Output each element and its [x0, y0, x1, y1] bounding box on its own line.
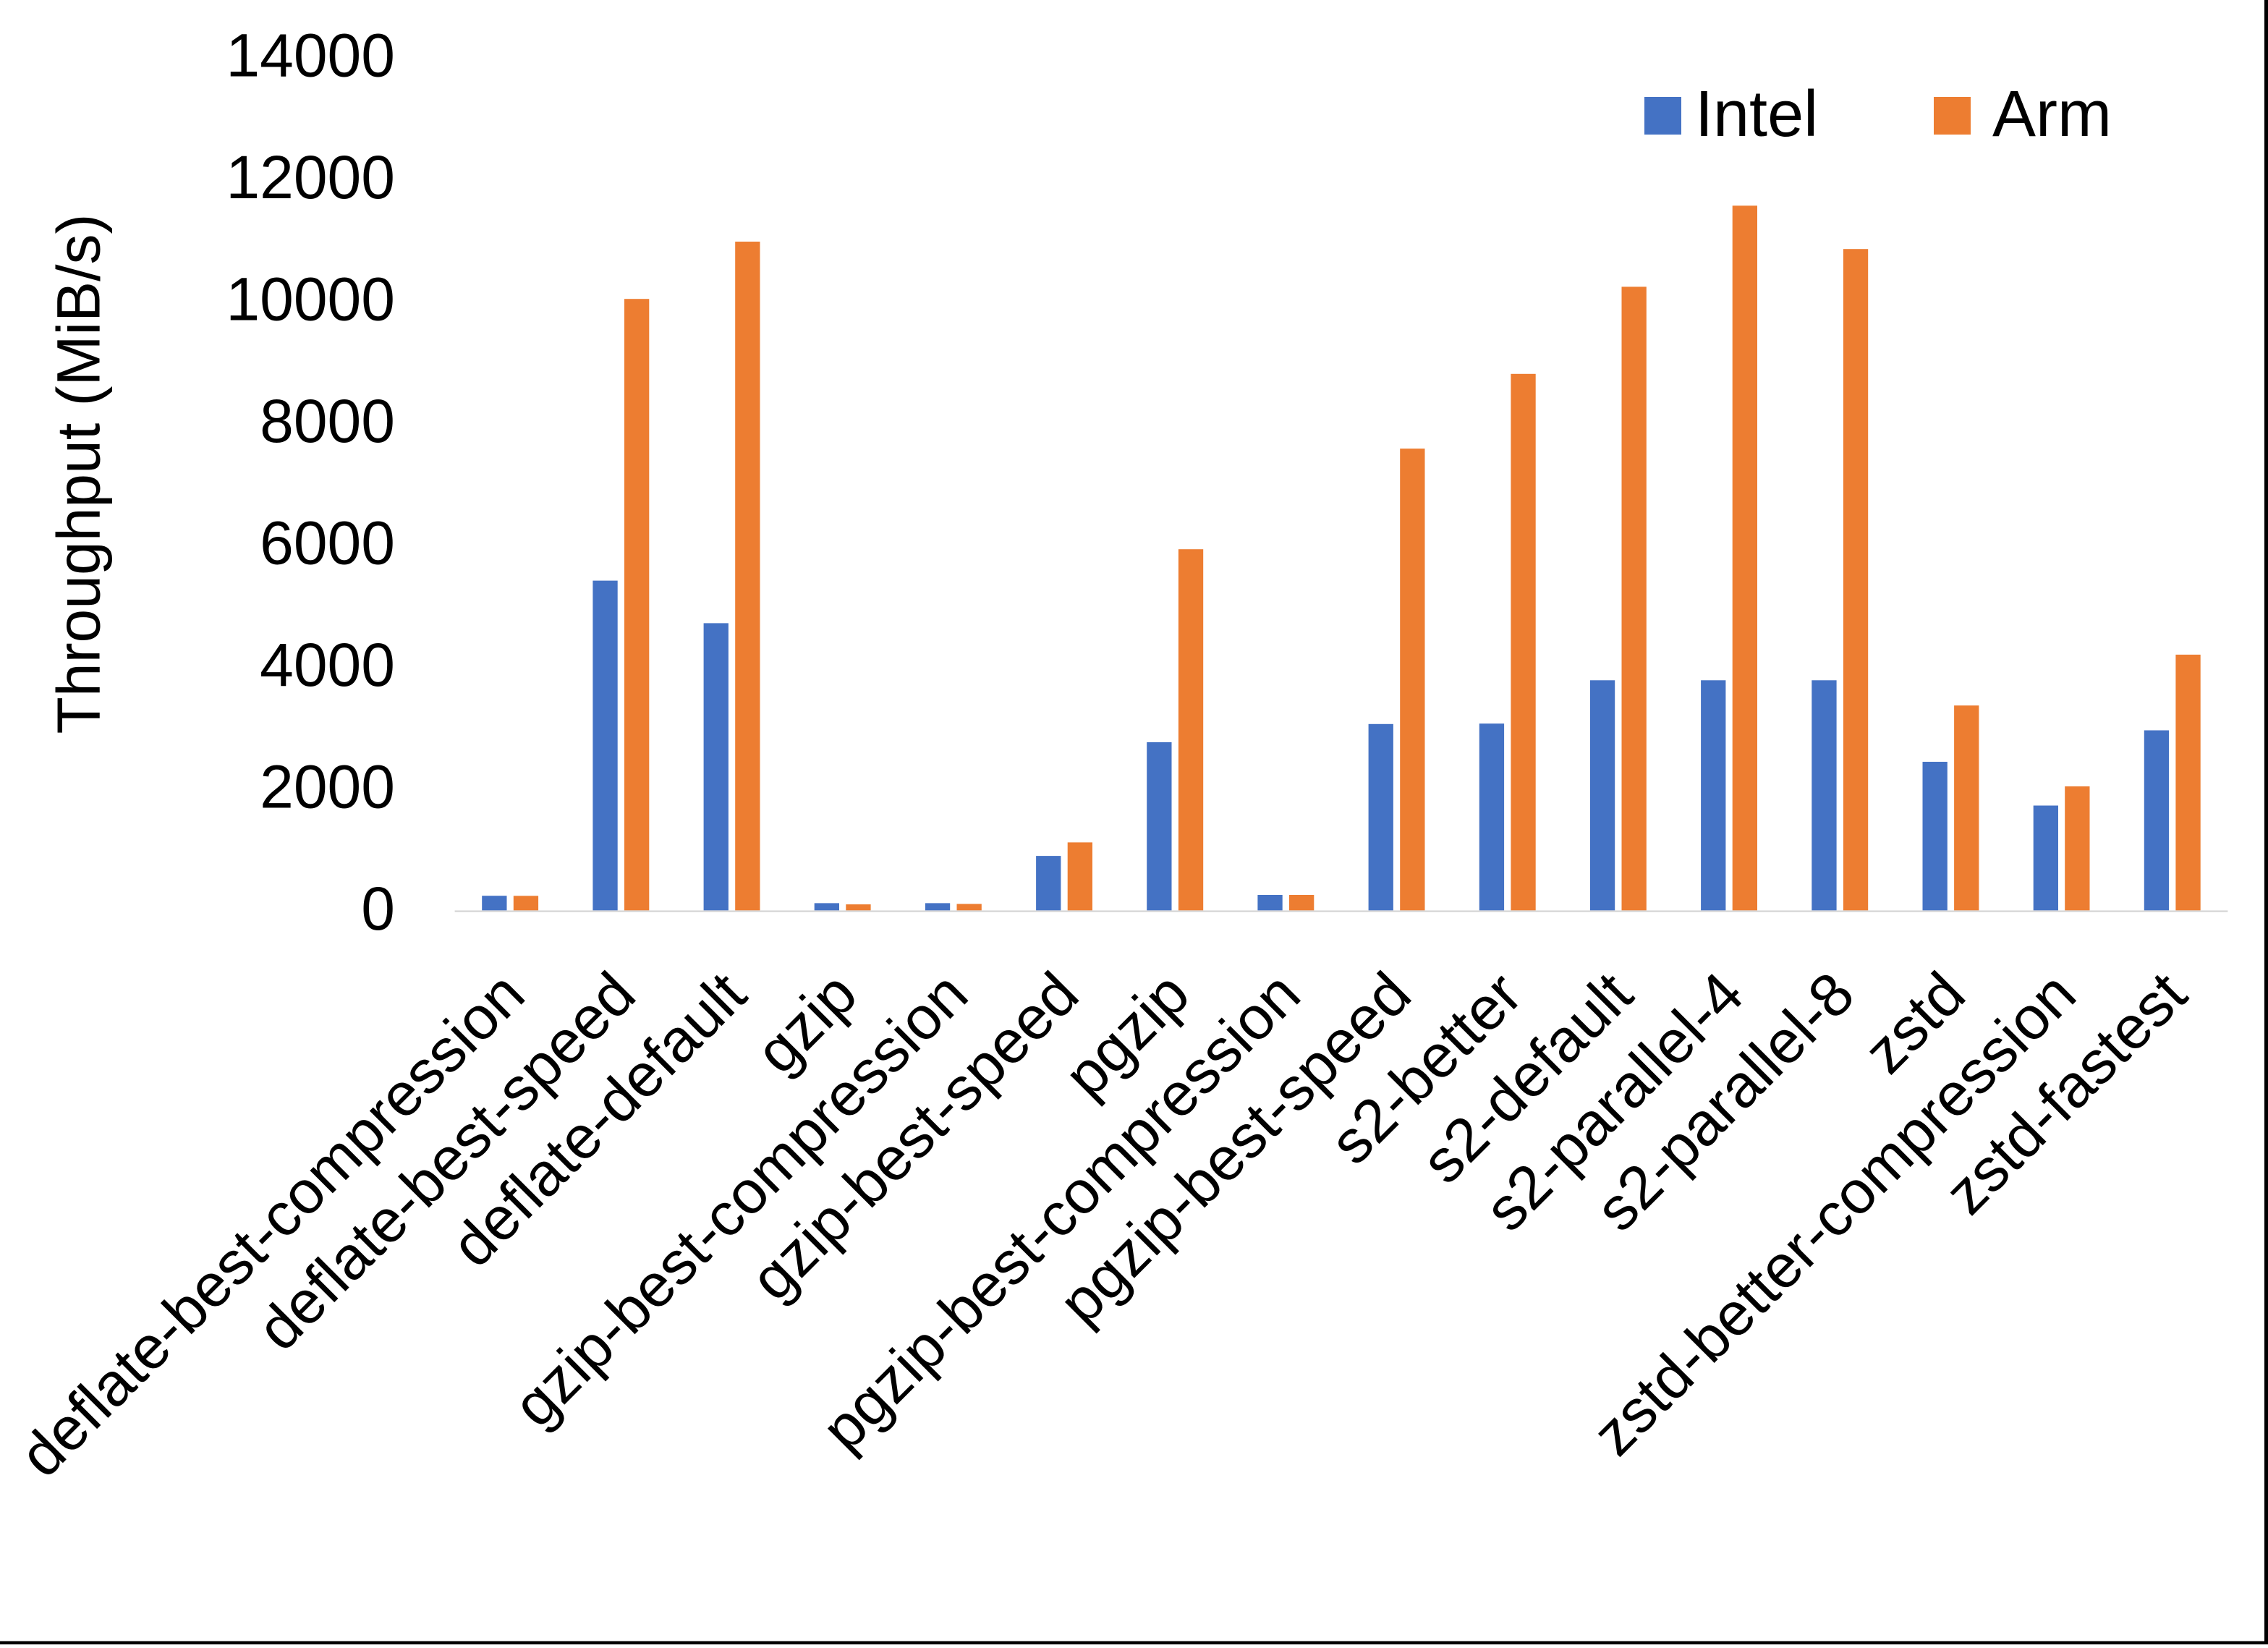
svg-text:2000: 2000: [260, 753, 395, 821]
svg-text:14000: 14000: [226, 22, 395, 90]
svg-text:0: 0: [361, 875, 395, 943]
svg-text:6000: 6000: [260, 509, 395, 577]
svg-text:Intel: Intel: [1695, 78, 1818, 150]
svg-text:4000: 4000: [260, 631, 395, 699]
svg-text:8000: 8000: [260, 387, 395, 455]
svg-text:12000: 12000: [226, 143, 395, 211]
svg-text:Throughput (MiB/s): Throughput (MiB/s): [45, 214, 113, 734]
svg-text:10000: 10000: [226, 266, 395, 334]
svg-text:Arm: Arm: [1992, 78, 2112, 150]
